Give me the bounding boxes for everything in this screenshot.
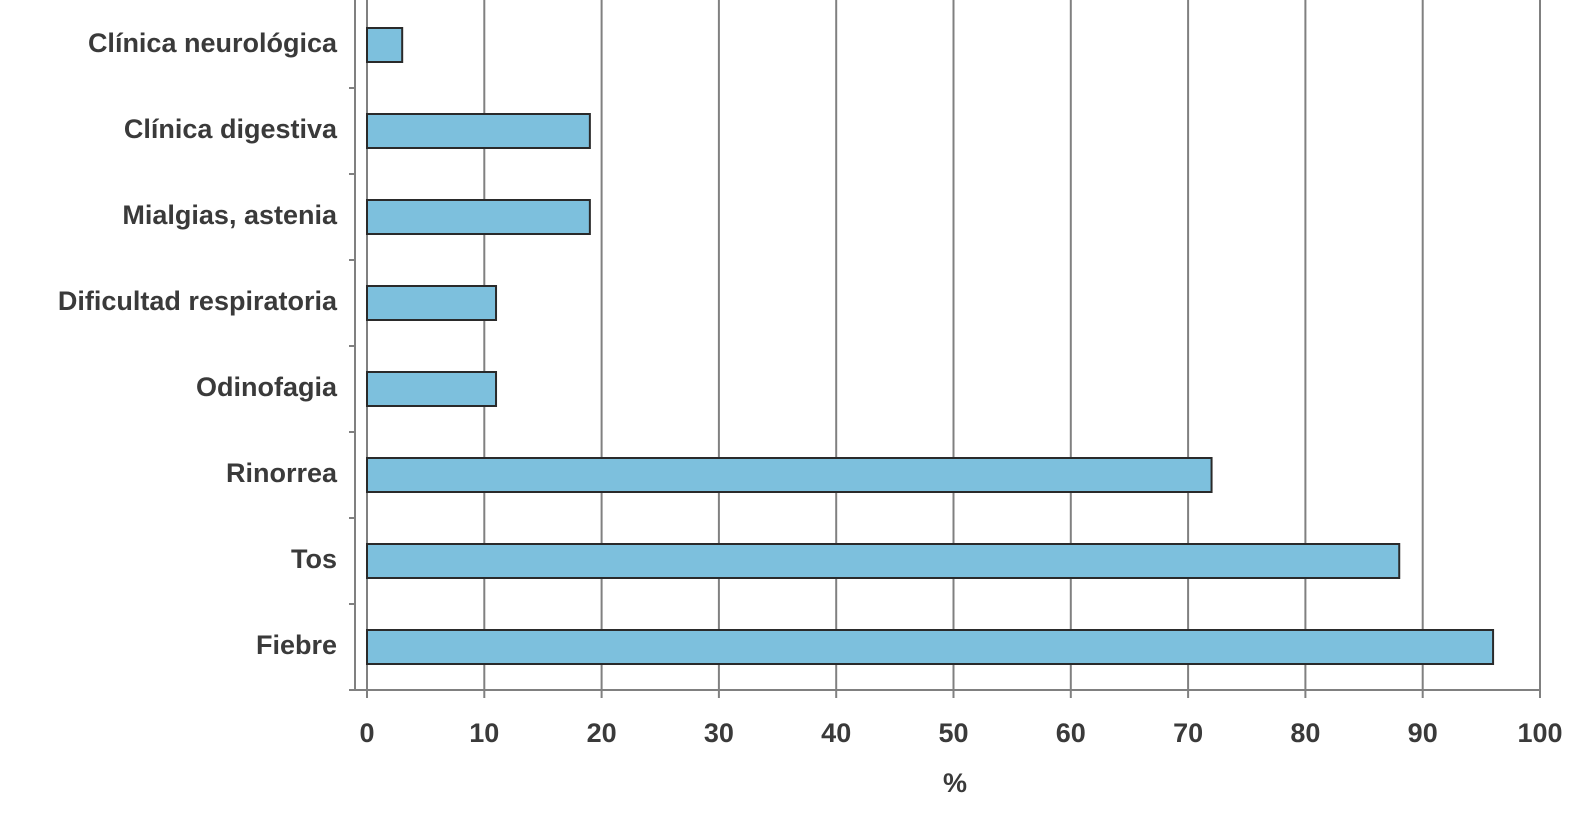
x-axis-label: % xyxy=(943,768,967,798)
x-tick-label: 100 xyxy=(1517,718,1562,748)
y-tick-label: Clínica digestiva xyxy=(124,114,338,144)
y-tick-label: Odinofagia xyxy=(196,372,338,402)
bar xyxy=(366,629,1495,665)
bar xyxy=(366,457,1213,493)
bar xyxy=(366,27,404,63)
x-tick-label: 50 xyxy=(938,718,968,748)
x-tick-label: 60 xyxy=(1056,718,1086,748)
y-tick-label: Clínica neurológica xyxy=(88,28,338,58)
x-tick-label: 90 xyxy=(1408,718,1438,748)
y-tick-label: Rinorrea xyxy=(226,458,338,488)
bar xyxy=(366,285,498,321)
x-tick-label: 40 xyxy=(821,718,851,748)
y-tick-label: Dificultad respiratoria xyxy=(58,286,338,316)
y-tick-label: Tos xyxy=(291,544,337,574)
x-tick-label: 30 xyxy=(704,718,734,748)
x-tick-label: 10 xyxy=(469,718,499,748)
x-tick-label: 70 xyxy=(1173,718,1203,748)
x-tick-label: 0 xyxy=(359,718,374,748)
y-tick-label: Fiebre xyxy=(256,630,337,660)
bar xyxy=(366,113,591,149)
bar xyxy=(366,199,591,235)
bar xyxy=(366,371,498,407)
x-tick-label: 20 xyxy=(587,718,617,748)
bar xyxy=(366,543,1401,579)
x-tick-label: 80 xyxy=(1290,718,1320,748)
y-tick-label: Mialgias, astenia xyxy=(122,200,338,230)
